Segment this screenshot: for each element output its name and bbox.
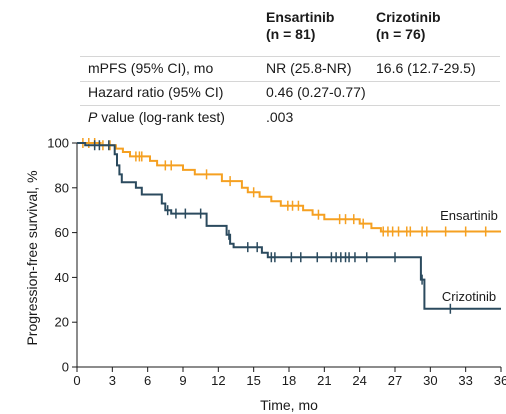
stats-table: Ensartinib (n = 81) Crizotinib (n = 76) … [0,0,506,132]
y-axis-title: Progression-free survival, % [24,170,40,345]
y-tick-label: 40 [55,270,69,285]
x-axis-title: Time, mo [260,397,318,413]
crizotinib-curve [77,142,501,310]
survival-curves [77,138,501,314]
y-tick-label: 0 [62,360,69,375]
hazard-ratio-value: 0.46 (0.27-0.77) [266,84,366,100]
x-tick-label: 6 [144,373,151,388]
x-tick-label: 15 [246,373,260,388]
p-italic: P [88,109,98,125]
x-tick-label: 21 [317,373,331,388]
y-tick-label: 60 [55,225,69,240]
x-tick-label: 30 [423,373,437,388]
crizotinib-mpfs-value: 16.6 (12.7-29.5) [376,60,476,76]
y-tick-label: 20 [55,315,69,330]
group-n: (n = 76) [376,26,426,42]
x-tick-label: 0 [73,373,80,388]
group-name: Ensartinib [266,9,335,25]
group-name: Crizotinib [376,9,441,25]
x-tick-label: 12 [211,373,225,388]
p-value: .003 [266,109,294,125]
x-tick-label: 33 [458,373,472,388]
x-tick-label: 27 [388,373,402,388]
row-label-rest: value (log-rank test) [97,109,225,125]
series-labels: Ensartinib Crizotinib [440,208,498,304]
row-label: P value (log-rank test) [88,109,225,125]
crizotinib-series-label: Crizotinib [442,289,496,304]
x-tick-label: 36 [494,373,506,388]
group-n: (n = 81) [266,26,316,42]
group-header-ensartinib: Ensartinib (n = 81) [266,9,334,43]
x-tick-label: 24 [352,373,366,388]
ensartinib-series-label: Ensartinib [440,208,498,223]
y-tick-label: 100 [47,136,69,151]
table-row-hazard-ratio: Hazard ratio (95% CI) 0.46 (0.27-0.77) [80,81,500,106]
x-tick-label: 3 [109,373,116,388]
row-label: mPFS (95% CI), mo [88,60,214,76]
row-label: Hazard ratio (95% CI) [88,84,224,100]
group-header-crizotinib: Crizotinib (n = 76) [376,9,441,43]
table-row-mpfs: mPFS (95% CI), mo NR (25.8-NR) 16.6 (12.… [80,56,500,82]
x-tick-label: 18 [282,373,296,388]
x-tick-label: 9 [179,373,186,388]
ensartinib-mpfs-value: NR (25.8-NR) [266,60,352,76]
y-tick-label: 80 [55,180,69,195]
table-row-p-value: P value (log-rank test) .003 [80,106,500,130]
ensartinib-curve [77,142,501,233]
